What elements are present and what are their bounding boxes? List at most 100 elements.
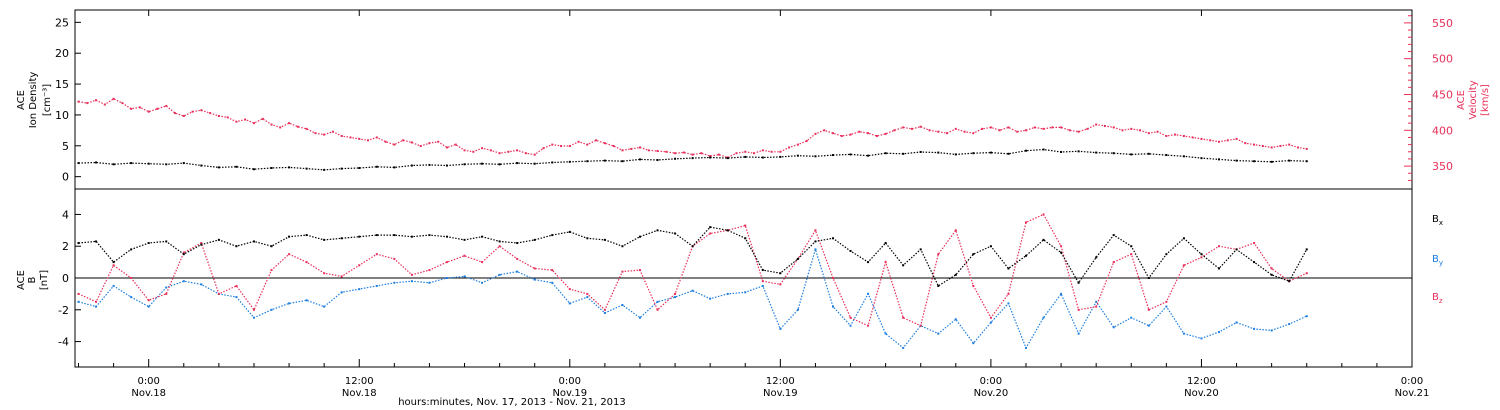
bx-point [621,245,624,248]
bz-point [77,292,80,295]
velocity-point [674,152,677,155]
velocity-point [586,143,589,146]
by-point [814,248,817,251]
bx-point [674,232,677,235]
bx-point [252,240,255,243]
density-point [340,167,343,170]
bz-point [165,292,168,295]
velocity-point [1200,137,1203,140]
velocity-point [665,150,668,153]
velocity-point [147,110,150,113]
bx-point [270,245,273,248]
velocity-point [1253,143,1256,146]
velocity-point [533,153,536,156]
by-point [972,342,975,345]
density-point [867,154,870,157]
density-label-line2: Ion Density [28,72,39,129]
velocity-point [998,129,1001,132]
by-point [428,281,431,284]
velocity-point [893,129,896,132]
velocity-point [393,143,396,146]
velocity-point [717,153,720,156]
density-point [375,165,378,168]
density-point [1217,158,1220,161]
b-label-line2: B [27,276,38,283]
velocity-point [954,127,957,130]
bx-point [1024,254,1027,257]
bx-point [902,264,905,267]
by-point [586,296,589,299]
density-point [235,165,238,168]
date-tick-label: Nov.19 [763,388,798,399]
by-point [270,308,273,311]
velocity-label-line1: ACE [1456,90,1467,110]
density-point [1042,148,1045,151]
velocity-point [840,135,843,138]
density-point [252,168,255,171]
velocity-point [252,122,255,125]
time-tick-label: 0:00 [1401,376,1423,387]
bx-point [761,269,764,272]
by-point [1200,337,1203,340]
by-point [1112,326,1115,329]
velocity-point [779,150,782,153]
bx-point [638,235,641,238]
bx-point [849,249,852,252]
bz-point [252,308,255,311]
bz-point [1305,272,1308,275]
bx-point [1147,277,1150,279]
by-point [1060,292,1063,295]
bx-point [551,234,554,237]
by-point [744,291,747,294]
density-point [1077,150,1080,153]
density-point [533,162,536,165]
bz-point [1042,213,1045,216]
density-point [323,168,326,171]
velocity-point [603,142,606,145]
by-point [165,286,168,289]
b-tick-label: 0 [62,272,69,285]
bx-point [779,272,782,275]
velocity-point [1121,129,1124,132]
bz-point [603,308,606,311]
bx-point [217,238,220,241]
density-point [358,167,361,170]
by-point [1130,316,1133,319]
bz-point [112,264,115,267]
velocity-point [849,133,852,136]
density-point [288,166,291,169]
date-tick-label: Nov.18 [131,388,166,399]
density-point [1007,152,1010,155]
bx-point [1270,273,1273,276]
velocity-point [735,152,738,155]
density-point [603,159,606,162]
time-tick-label: 12:00 [345,376,374,387]
by-point [674,296,677,299]
velocity-tick-label: 400 [1432,124,1453,137]
bx-point [1007,267,1010,270]
bx-point [831,237,834,240]
density-label-line3: [cm⁻³] [42,84,53,116]
bx-point [1112,234,1115,237]
velocity-tick-label: 350 [1432,160,1453,173]
velocity-point [1147,132,1150,135]
density-point [849,153,852,156]
b-tick-label: -4 [58,336,69,349]
by-point [902,346,905,349]
velocity-point [989,126,992,129]
by-point [252,316,255,319]
velocity-point [814,132,817,135]
bz-point [288,253,291,256]
velocity-point [805,140,808,143]
bz-point [375,253,378,256]
bz-point [428,269,431,272]
by-point [884,332,887,335]
by-point [937,332,940,335]
velocity-point [1042,127,1045,130]
density-point [989,151,992,154]
velocity-point [314,132,317,135]
bx-point [726,229,729,232]
by-point [1288,323,1291,326]
b-label-line3: [nT] [39,270,50,290]
velocity-point [1244,142,1247,145]
